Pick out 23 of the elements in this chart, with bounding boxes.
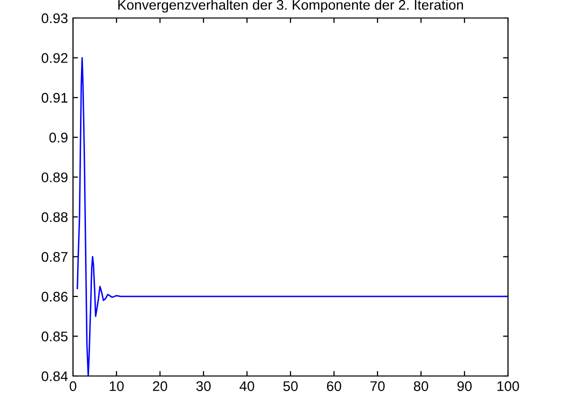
y-tick-label: 0.85 — [42, 332, 68, 342]
y-tick-label: 0.93 — [42, 13, 68, 24]
x-tick-label: 90 — [457, 381, 472, 392]
x-tick-label: 0 — [70, 381, 76, 392]
y-tick-label: 0.92 — [42, 53, 68, 63]
y-tick-label: 0.89 — [42, 172, 68, 182]
x-tick-label: 10 — [110, 381, 124, 392]
x-tick-label: 50 — [283, 381, 298, 392]
y-tick-label: 0.86 — [42, 292, 68, 302]
line-series — [76, 57, 508, 376]
x-tick-label: 60 — [326, 381, 342, 392]
x-tick-label: 100 — [497, 381, 520, 392]
x-tick-label: 20 — [152, 381, 168, 392]
y-tick-label: 0.87 — [42, 252, 68, 262]
y-tick-label: 0.88 — [42, 212, 68, 222]
x-tick-label: 30 — [196, 381, 211, 392]
y-tick-label: 0.9 — [49, 132, 68, 143]
x-tick-label: 70 — [370, 381, 385, 392]
y-tick-label: 0.84 — [42, 371, 68, 382]
chart-title: Konvergenzverhalten der 3. Komponente der 2. Iteration — [118, 0, 463, 13]
x-tick-label: 40 — [240, 381, 254, 392]
y-tick-label: 0.91 — [42, 92, 68, 103]
x-tick-label: 80 — [414, 381, 428, 392]
